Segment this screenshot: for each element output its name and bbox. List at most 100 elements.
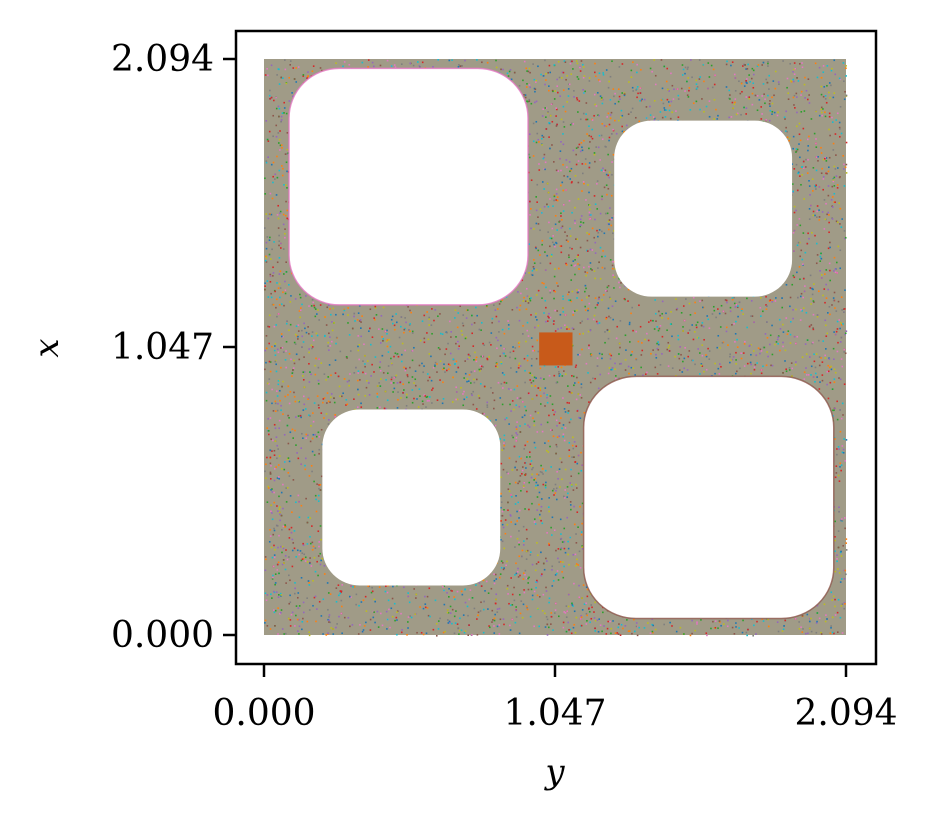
scatter-point: [788, 140, 790, 142]
scatter-point: [789, 138, 791, 140]
scatter-point: [804, 110, 806, 112]
scatter-point: [827, 65, 829, 67]
scatter-point: [614, 276, 616, 278]
scatter-point: [527, 322, 529, 324]
scatter-point: [331, 341, 333, 343]
scatter-point: [828, 129, 830, 131]
scatter-point: [534, 421, 536, 423]
scatter-point: [732, 61, 734, 63]
scatter-point: [567, 486, 569, 488]
scatter-point: [491, 332, 493, 334]
scatter-point: [571, 265, 573, 267]
scatter-point: [314, 307, 316, 309]
scatter-point: [415, 597, 417, 599]
scatter-point: [529, 72, 531, 74]
scatter-point: [697, 86, 699, 88]
scatter-point: [312, 542, 314, 544]
scatter-point: [701, 98, 703, 100]
scatter-point: [619, 287, 621, 289]
scatter-point: [835, 571, 837, 573]
scatter-point: [483, 609, 485, 611]
scatter-point: [822, 340, 824, 342]
scatter-point: [315, 358, 317, 360]
scatter-point: [312, 346, 314, 348]
scatter-point: [749, 81, 751, 83]
scatter-point: [652, 349, 654, 351]
scatter-point: [776, 341, 778, 343]
scatter-point: [839, 223, 841, 225]
scatter-point: [493, 304, 495, 306]
scatter-point: [594, 63, 596, 65]
scatter-point: [596, 321, 598, 323]
scatter-point: [512, 309, 514, 311]
scatter-point: [266, 335, 268, 337]
scatter-point: [735, 306, 737, 308]
scatter-point: [303, 602, 305, 604]
scatter-point: [285, 487, 287, 489]
scatter-point: [554, 246, 556, 248]
scatter-point: [610, 628, 612, 630]
scatter-point: [284, 59, 286, 61]
scatter-point: [394, 325, 396, 327]
scatter-point: [431, 380, 433, 382]
scatter-point: [777, 336, 779, 338]
scatter-point: [370, 619, 372, 621]
scatter-point: [357, 319, 359, 321]
scatter-point: [745, 82, 747, 84]
scatter-point: [562, 295, 564, 297]
scatter-point: [615, 300, 617, 302]
scatter-point: [691, 324, 693, 326]
scatter-point: [544, 405, 546, 407]
scatter-point: [439, 313, 441, 315]
scatter-point: [567, 541, 569, 543]
scatter-point: [544, 107, 546, 109]
scatter-point: [455, 343, 457, 345]
scatter-point: [279, 139, 281, 141]
scatter-point: [735, 359, 737, 361]
scatter-point: [518, 530, 520, 532]
scatter-point: [341, 584, 343, 586]
scatter-point: [304, 465, 306, 467]
scatter-point: [523, 578, 525, 580]
scatter-point: [314, 365, 316, 367]
scatter-point: [479, 397, 481, 399]
scatter-point: [585, 163, 587, 165]
scatter-point: [294, 593, 296, 595]
scatter-point: [842, 403, 844, 405]
scatter-point: [765, 119, 767, 121]
scatter-point: [691, 620, 693, 622]
scatter-point: [577, 263, 579, 265]
scatter-point: [578, 382, 580, 384]
scatter-point: [287, 394, 289, 396]
scatter-point: [380, 342, 382, 344]
scatter-point: [697, 348, 699, 350]
scatter-point: [511, 496, 513, 498]
scatter-point: [578, 585, 580, 587]
scatter-point: [574, 441, 576, 443]
scatter-point: [572, 445, 574, 447]
scatter-point: [563, 144, 565, 146]
scatter-point: [817, 205, 819, 207]
scatter-point: [522, 470, 524, 472]
scatter-point: [677, 335, 679, 337]
scatter-point: [696, 623, 698, 625]
scatter-point: [276, 390, 278, 392]
scatter-point: [274, 584, 276, 586]
scatter-point: [770, 110, 772, 112]
scatter-point: [592, 378, 594, 380]
scatter-point: [541, 297, 543, 299]
scatter-point: [607, 287, 609, 289]
scatter-point: [557, 366, 559, 368]
scatter-point: [588, 135, 590, 137]
scatter-point: [817, 254, 819, 256]
scatter-point: [276, 436, 278, 438]
scatter-point: [805, 367, 807, 369]
scatter-point: [846, 142, 848, 144]
scatter-point: [761, 64, 763, 66]
scatter-point: [737, 346, 739, 348]
scatter-point: [585, 158, 587, 160]
scatter-point: [753, 87, 755, 89]
scatter-point: [540, 465, 542, 467]
scatter-point: [303, 356, 305, 358]
scatter-point: [279, 506, 281, 508]
